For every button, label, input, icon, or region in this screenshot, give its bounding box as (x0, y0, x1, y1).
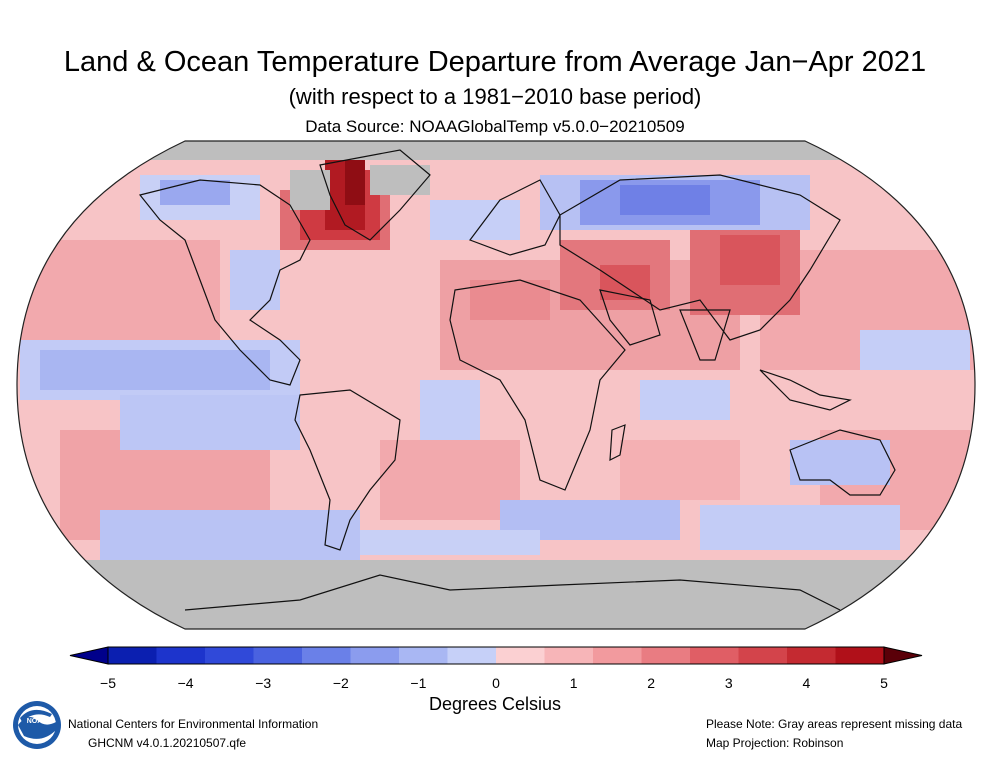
anomaly-field (20, 160, 975, 560)
colorbar-tick-label: 5 (880, 675, 888, 691)
colorbar-swatch (350, 647, 400, 664)
colorbar-swatch (835, 647, 885, 664)
colorbar (69, 646, 923, 665)
colorbar-swatch (690, 647, 739, 664)
map-subtitle: (with respect to a 1981−2010 base period… (288, 84, 702, 109)
colorbar-under-arrow (69, 646, 109, 665)
colorbar-tick-label: −3 (255, 675, 272, 691)
colorbar-swatch (787, 647, 836, 664)
colorbar-tick-label: 2 (647, 675, 656, 691)
colorbar-tick-label: −1 (410, 675, 427, 691)
colorbar-swatch (447, 647, 497, 664)
colorbar-swatch (399, 647, 448, 664)
robinson-world-map (16, 140, 976, 630)
footer-org: National Centers for Environmental Infor… (68, 717, 319, 731)
map-title: Land & Ocean Temperature Departure from … (63, 46, 927, 78)
missing-greenland-east (370, 165, 430, 195)
colorbar-tick-label: 3 (724, 675, 733, 691)
colorbar-swatch (544, 647, 594, 664)
colorbar-over-arrow (883, 646, 923, 665)
colorbar-tick-label: 1 (569, 675, 578, 691)
colorbar-tick-label: 0 (492, 675, 500, 691)
footer-note: Please Note: Gray areas represent missin… (706, 717, 963, 731)
missing-antarctica (17, 560, 975, 629)
noaa-logo: NOAA (13, 701, 61, 749)
colorbar-swatch (593, 647, 642, 664)
colorbar-swatch (156, 647, 206, 664)
data-source: Data Source: NOAAGlobalTemp v5.0.0−20210… (305, 117, 685, 136)
map-outline (16, 140, 976, 630)
colorbar-swatch (253, 647, 303, 664)
colorbar-swatch (108, 647, 157, 664)
colorbar-tick-label: −4 (177, 675, 194, 691)
colorbar-tick-label: −5 (100, 675, 116, 691)
colorbar-swatch (302, 647, 351, 664)
footer-projection: Map Projection: Robinson (706, 736, 844, 750)
colorbar-label: Degrees Celsius (428, 694, 562, 714)
colorbar-frame (107, 646, 885, 665)
colorbar-tick-label: −2 (332, 675, 349, 691)
colorbar-tick-label: 4 (802, 675, 811, 691)
colorbar-swatch (738, 647, 788, 664)
missing-arctic (17, 141, 975, 160)
colorbar-swatch (496, 647, 545, 664)
footer-version: GHCNM v4.0.1.20210507.qfe (88, 736, 247, 750)
coastlines (138, 149, 896, 611)
colorbar-swatch (641, 647, 691, 664)
colorbar-swatch (205, 647, 254, 664)
logo-text: NOAA (27, 718, 48, 725)
